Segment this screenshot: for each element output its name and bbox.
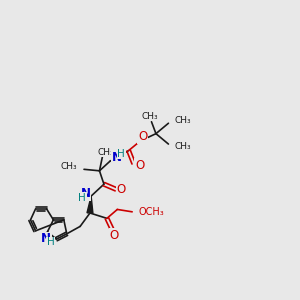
Polygon shape (87, 196, 93, 213)
Text: CH₃: CH₃ (175, 116, 192, 125)
Text: OCH₃: OCH₃ (139, 207, 164, 217)
Text: N: N (41, 232, 51, 245)
Text: O: O (135, 159, 144, 172)
Text: N: N (111, 151, 122, 164)
Text: H: H (78, 193, 86, 203)
Text: O: O (109, 229, 119, 242)
Text: CH₃: CH₃ (97, 148, 114, 157)
Text: N: N (81, 187, 91, 200)
Text: CH₃: CH₃ (61, 162, 77, 171)
Text: CH₃: CH₃ (175, 142, 192, 151)
Text: O: O (138, 130, 147, 143)
Text: H: H (46, 237, 54, 248)
Text: O: O (116, 183, 126, 196)
Text: CH₃: CH₃ (142, 112, 158, 121)
Text: H: H (117, 148, 125, 159)
